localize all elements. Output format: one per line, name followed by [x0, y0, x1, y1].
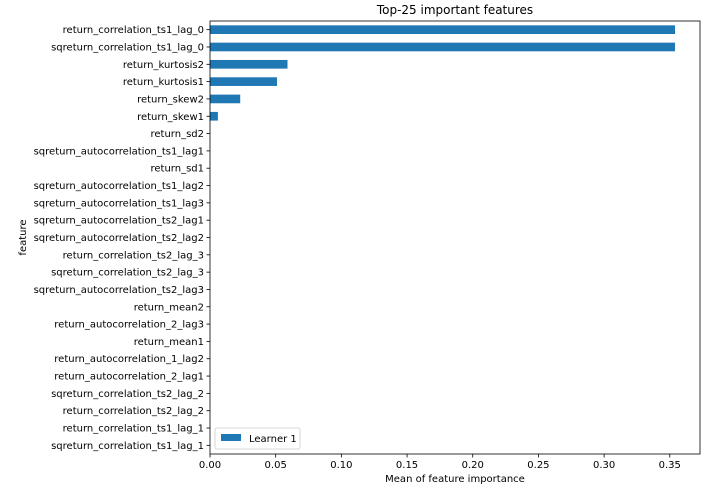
y-tick-label: return_sd2 [151, 129, 205, 140]
bars-group [210, 25, 676, 121]
plot-frame [209, 20, 701, 455]
y-tick-label: return_mean2 [134, 302, 204, 313]
chart-title: Top-25 important features [376, 3, 533, 17]
y-axis-ticks: return_correlation_ts1_lag_0 sqreturn_cor… [34, 25, 210, 452]
bar-return_correlation_ts1_lag_0 [210, 25, 676, 34]
bar-return_skew2 [210, 94, 241, 104]
y-tick-label: return_autocorrelation_2_lag1 [54, 372, 204, 383]
y-tick-label: sqreturn_correlation_ts1_lag_0 [51, 42, 204, 53]
y-tick-label: sqreturn_autocorrelation_ts2_lag1 [34, 216, 204, 227]
y-tick-label: return_skew2 [137, 94, 204, 105]
x-tick-label: 0.00 [199, 460, 221, 471]
y-tick-label: sqreturn_autocorrelation_ts1_lag1 [34, 146, 204, 157]
x-axis-ticks: 0.00 0.05 0.10 0.15 0.20 0.25 0.30 0.35 [199, 454, 681, 471]
legend-swatch [221, 434, 241, 441]
x-tick-label: 0.30 [593, 460, 615, 471]
bar-sqreturn_correlation_ts1_lag_0 [210, 42, 676, 52]
y-tick-label: return_autocorrelation_2_lag3 [54, 320, 204, 331]
y-tick-label: sqreturn_autocorrelation_ts1_lag2 [34, 181, 204, 192]
y-axis-title: feature [18, 219, 29, 255]
y-tick-label: return_skew1 [137, 112, 204, 123]
x-tick-label: 0.25 [527, 460, 549, 471]
x-tick-label: 0.10 [330, 460, 352, 471]
y-tick-label: return_correlation_ts1_lag_1 [63, 424, 204, 435]
y-tick-label: sqreturn_correlation_ts2_lag_3 [51, 268, 204, 279]
x-axis-title: Mean of feature importance [385, 474, 525, 485]
y-tick-label: return_mean1 [134, 337, 204, 348]
bar-return_skew1 [210, 111, 218, 121]
y-tick-label: sqreturn_correlation_ts1_lag_1 [51, 441, 204, 452]
y-tick-label: sqreturn_autocorrelation_ts2_lag3 [34, 285, 204, 296]
y-tick-label: return_kurtosis2 [123, 60, 204, 71]
legend-box [214, 427, 301, 450]
bar-return_kurtosis2 [210, 59, 288, 69]
y-tick-label: sqreturn_autocorrelation_ts1_lag3 [34, 198, 204, 209]
y-tick-label: return_autocorrelation_1_lag2 [54, 354, 204, 365]
x-tick-label: 0.35 [659, 460, 681, 471]
y-tick-label: sqreturn_autocorrelation_ts2_lag2 [34, 233, 204, 244]
bar-return_kurtosis1 [210, 77, 277, 86]
y-tick-label: return_correlation_ts2_lag_3 [63, 250, 204, 261]
x-tick-label: 0.15 [396, 460, 418, 471]
x-tick-label: 0.20 [462, 460, 484, 471]
legend: Learner 1 [214, 427, 301, 450]
y-tick-label: return_sd1 [151, 164, 205, 175]
legend-label: Learner 1 [249, 434, 297, 445]
x-tick-label: 0.05 [265, 460, 287, 471]
y-tick-label: return_correlation_ts2_lag_2 [63, 406, 204, 417]
y-tick-label: return_correlation_ts1_lag_0 [63, 25, 204, 36]
y-tick-label: return_kurtosis1 [123, 77, 204, 88]
y-tick-label: sqreturn_correlation_ts2_lag_2 [51, 389, 204, 400]
